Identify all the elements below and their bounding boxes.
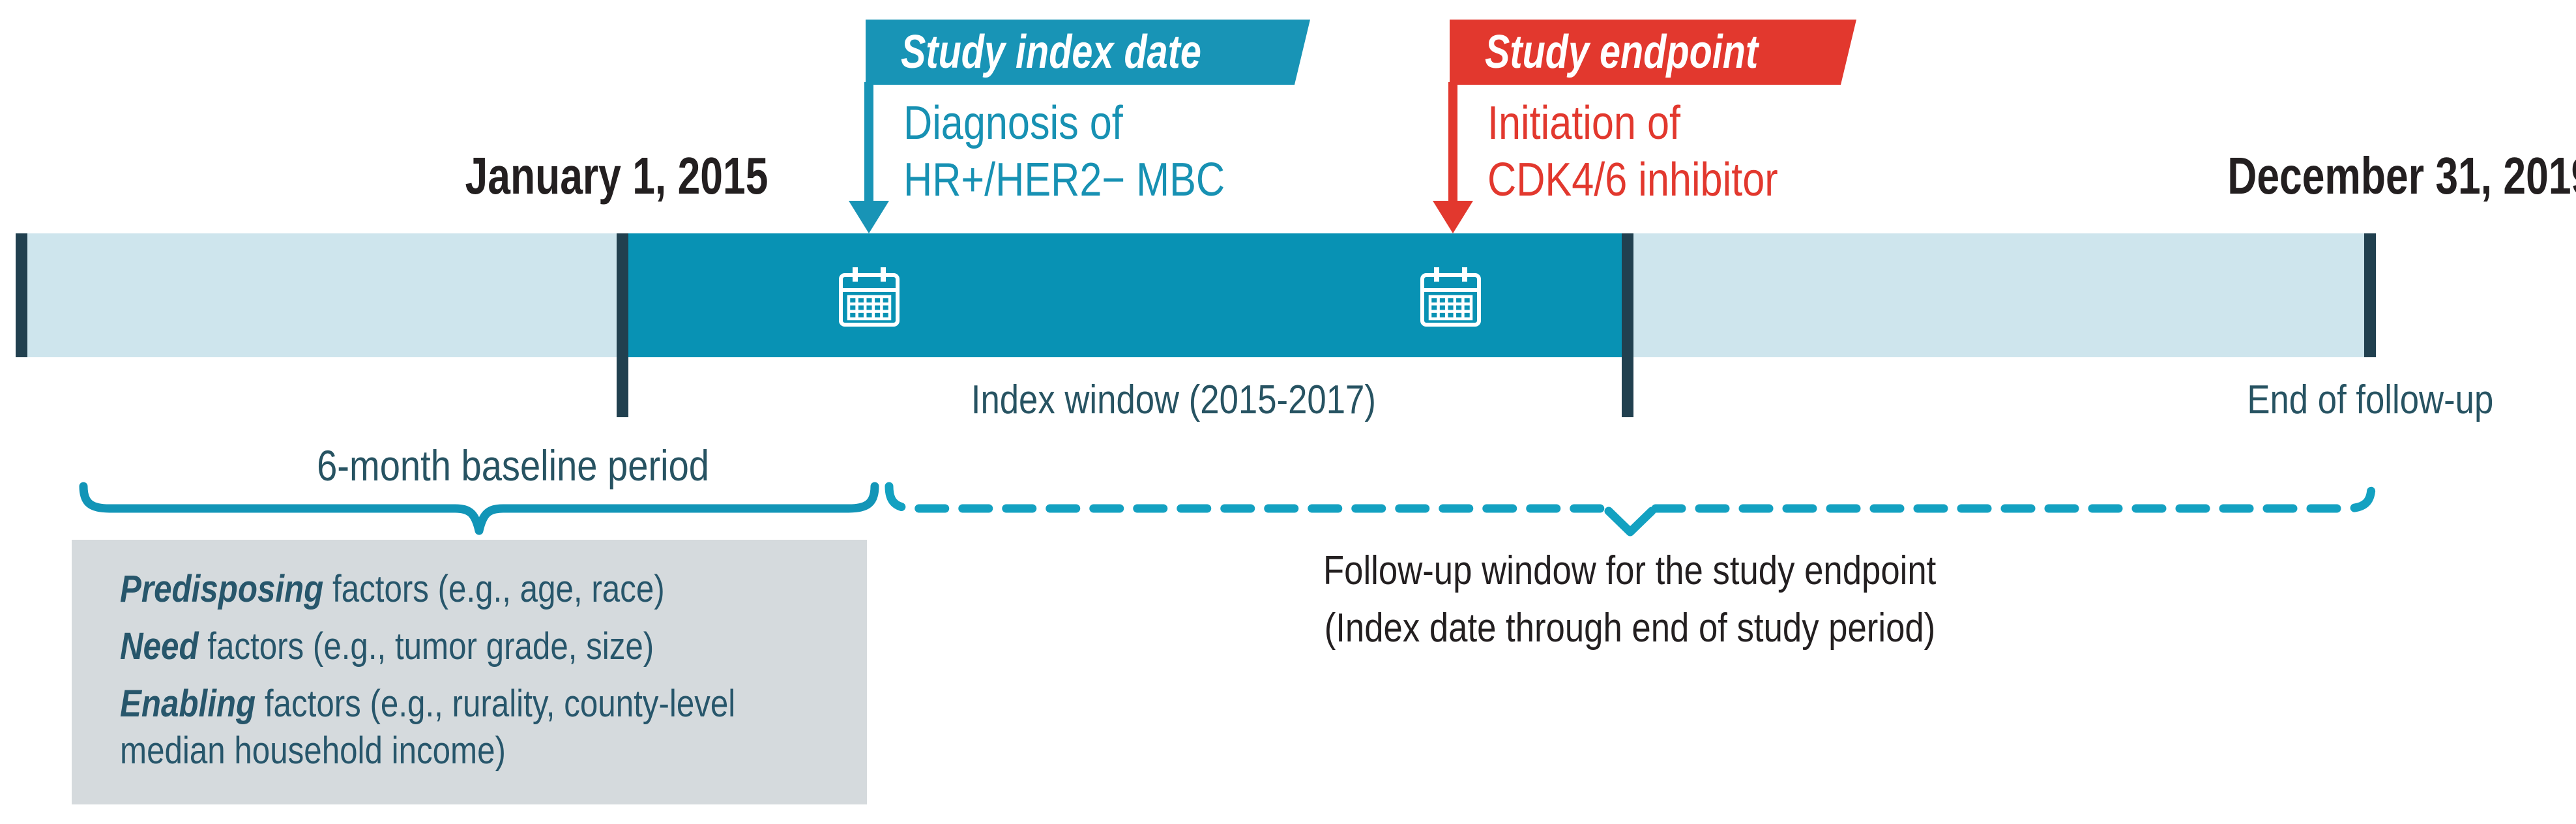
study-index-date-label: Study index date	[901, 26, 1201, 78]
timeline-start-tick	[16, 233, 27, 357]
factor-need: Need factors (e.g., tumor grade, size)	[120, 625, 654, 668]
study-endpoint-label: Study endpoint	[1485, 26, 1759, 78]
endpoint-arrow-icon	[1433, 201, 1473, 233]
index-window-end-tick	[1622, 233, 1633, 417]
index-date-arrow-line	[864, 82, 873, 202]
baseline-factors-box: Predisposing factors (e.g., age, race) N…	[72, 540, 867, 804]
index-date-description: Diagnosis of HR+/HER2− MBC	[903, 97, 1225, 206]
start-date: January 1, 2015	[465, 147, 768, 205]
baseline-segment	[27, 233, 617, 357]
followup-window-line1: Follow-up window for the study endpoint	[1323, 548, 1937, 593]
timeline-bar	[0, 233, 2576, 417]
followup-window-line2: (Index date through end of study period)	[1324, 606, 1935, 651]
baseline-brace	[79, 482, 879, 535]
baseline-factors-list: Predisposing factors (e.g., age, race) N…	[120, 566, 840, 785]
followup-brace	[885, 482, 2376, 537]
followup-segment	[1633, 233, 2364, 357]
baseline-period-label: 6-month baseline period	[317, 441, 710, 490]
study-index-date-flag: Study index date	[866, 20, 1310, 85]
index-window-label: Index window (2015-2017)	[971, 377, 1376, 422]
followup-window-label: Follow-up window for the study endpoint …	[978, 542, 2281, 657]
index-date-arrow-icon	[849, 201, 889, 233]
factor-enabling: Enabling factors (e.g., rurality, county…	[120, 683, 736, 772]
factor-predisposing: Predisposing factors (e.g., age, race)	[120, 568, 665, 610]
calendar-icon	[839, 267, 900, 327]
end-date: December 31, 2019	[2227, 147, 2576, 205]
endpoint-arrow-line	[1448, 82, 1457, 202]
timeline-end-tick	[2364, 233, 2376, 357]
endpoint-description: Initiation of CDK4/6 inhibitor	[1487, 97, 1778, 206]
index-window-start-tick	[617, 233, 628, 417]
end-of-followup-label: End of follow-up	[2247, 377, 2493, 422]
study-endpoint-flag: Study endpoint	[1450, 20, 1856, 85]
calendar-icon	[1420, 267, 1481, 327]
